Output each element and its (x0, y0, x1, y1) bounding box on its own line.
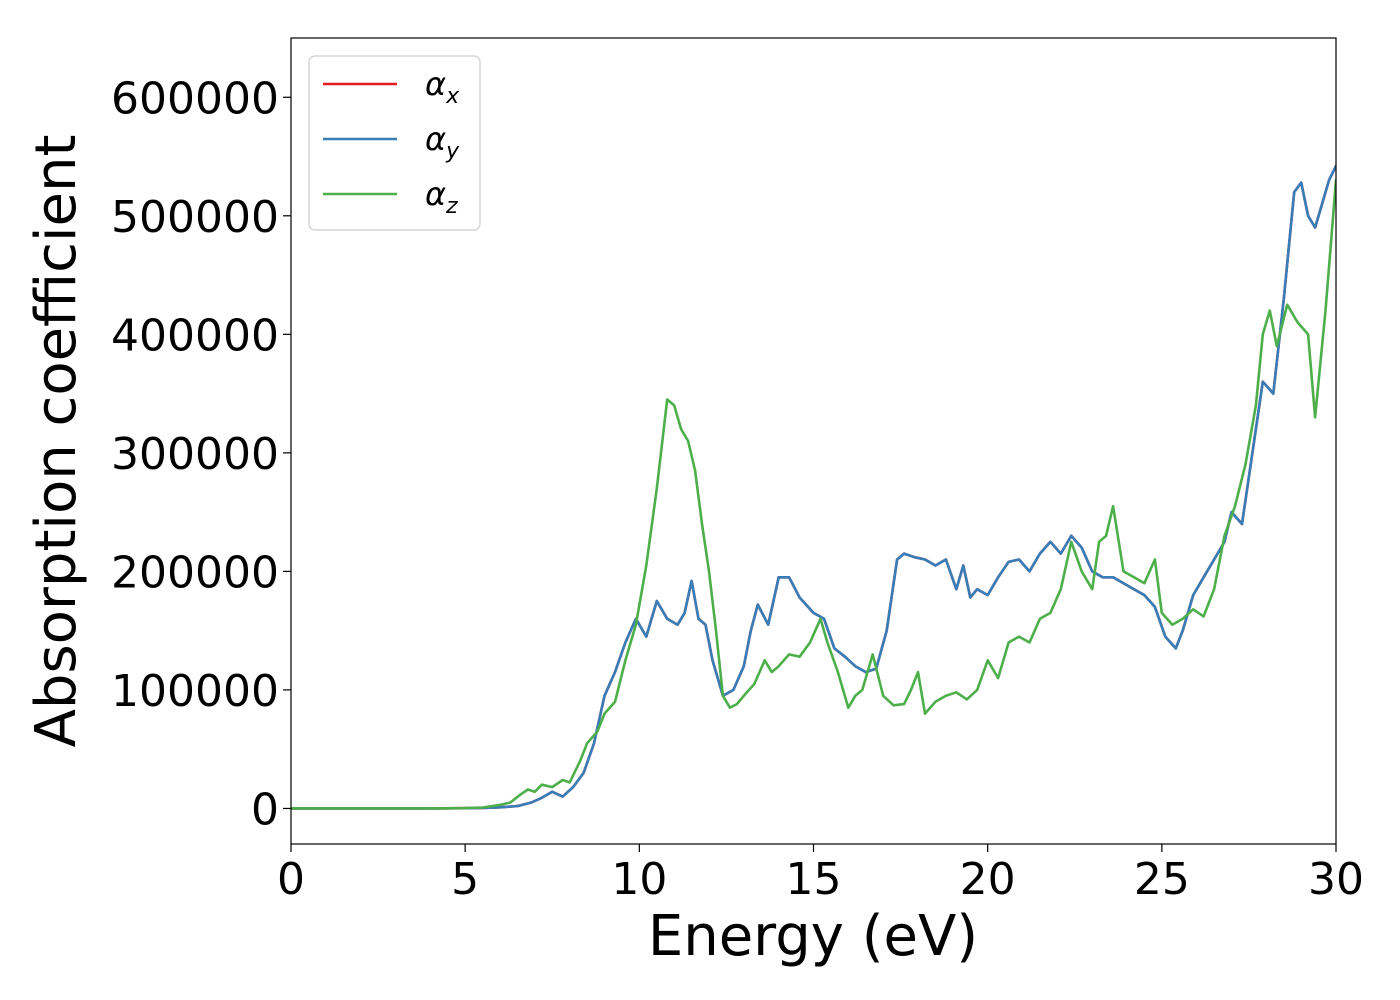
legend-box (308, 55, 481, 231)
y-tick-label: 600000 (111, 73, 279, 124)
x-tick-label: 25 (1134, 854, 1190, 905)
x-tick-label: 5 (451, 854, 479, 905)
y-axis-label: Absorption coefficient (24, 135, 89, 748)
x-axis: 0 5 10 15 20 25 30 (277, 844, 1364, 905)
y-tick-label: 400000 (111, 310, 279, 361)
y-axis: 0 100000 200000 300000 400000 500000 600000 (111, 73, 291, 835)
x-tick-label: 0 (277, 854, 305, 905)
x-tick-label: 10 (611, 854, 667, 905)
y-tick-label: 0 (251, 784, 279, 835)
y-tick-label: 500000 (111, 192, 279, 243)
y-tick-label: 100000 (111, 666, 279, 717)
x-axis-label: Energy (eV) (648, 904, 978, 969)
plot-area (291, 164, 1336, 810)
y-tick-label: 200000 (111, 547, 279, 598)
x-tick-label: 15 (786, 854, 842, 905)
series-line-z (291, 178, 1336, 810)
x-tick-label: 20 (960, 854, 1016, 905)
x-tick-label: 30 (1308, 854, 1364, 905)
series-line-y (291, 164, 1336, 810)
series-layer (291, 164, 1336, 810)
y-tick-label: 300000 (111, 429, 279, 480)
